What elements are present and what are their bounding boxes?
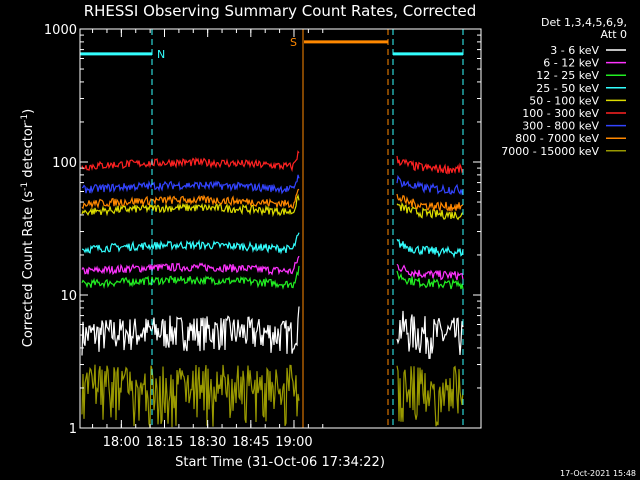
series-line-6-before xyxy=(81,174,300,195)
series-line-8-after xyxy=(396,365,464,427)
legend-label: 6 - 12 keV xyxy=(543,57,599,70)
y-axis-label: Corrected Count Rate (s-1 detector-1) xyxy=(20,109,36,347)
x-axis: 18:00 18:15 18:30 18:45 19:00 xyxy=(92,29,324,450)
x-tick-label: 18:00 xyxy=(103,435,140,450)
series-line-8-before xyxy=(81,364,300,428)
legend-label: 100 - 300 keV xyxy=(522,107,599,120)
y-axis: 1 10 100 1000 xyxy=(44,23,481,437)
series-line-1-before xyxy=(81,255,300,276)
legend-label: 25 - 50 keV xyxy=(536,82,599,95)
series-line-1-after xyxy=(396,263,464,281)
series-line-6-after xyxy=(396,174,464,196)
y-tick-label: 10 xyxy=(60,289,77,304)
series-line-3-before xyxy=(81,232,300,255)
x-tick-label: 18:15 xyxy=(146,435,183,450)
x-tick-label: 18:45 xyxy=(232,435,269,450)
chart-title: RHESSI Observing Summary Count Rates, Co… xyxy=(84,2,477,20)
x-tick-label: 18:30 xyxy=(189,435,226,450)
legend-header-line1: Det 1,3,4,5,6,9, xyxy=(541,16,627,29)
footer-date: 17-Oct-2021 15:48 xyxy=(560,469,636,478)
y-axis-label-sup2: -1 xyxy=(20,114,30,123)
y-axis-label-sup1: -1 xyxy=(20,182,30,191)
x-axis-label: Start Time (31-Oct-06 17:34:22) xyxy=(175,455,385,470)
series-layer xyxy=(81,150,464,428)
series-line-2-after xyxy=(396,270,464,290)
night-flag-label: N xyxy=(157,48,165,61)
series-line-3-after xyxy=(396,238,464,259)
plot-frame xyxy=(79,28,482,429)
series-line-5-after xyxy=(396,155,464,175)
y-tick-label: 100 xyxy=(52,156,77,171)
legend-label: 50 - 100 keV xyxy=(529,94,599,107)
series-line-7-after xyxy=(396,193,464,213)
plot-area: NS xyxy=(80,29,464,428)
legend-header-line2: Att 0 xyxy=(601,28,627,41)
saa-flag-label: S xyxy=(290,36,297,49)
legend-label: 3 - 6 keV xyxy=(550,44,599,57)
legend-label: 300 - 800 keV xyxy=(522,120,599,133)
flag-layer: NS xyxy=(80,29,464,428)
series-line-0-before xyxy=(81,306,300,356)
series-line-2-before xyxy=(81,265,300,290)
y-axis-label-end: ) xyxy=(21,109,36,114)
y-tick-label: 1000 xyxy=(44,23,77,38)
legend-label: 800 - 7000 keV xyxy=(515,132,599,145)
series-line-4-before xyxy=(81,193,300,218)
series-line-5-before xyxy=(81,150,300,173)
series-line-0-after xyxy=(396,310,464,360)
y-axis-label-mid: detector xyxy=(21,122,36,182)
series-line-7-before xyxy=(81,188,300,210)
y-axis-label-main: Corrected Count Rate (s xyxy=(21,191,36,348)
x-tick-label: 19:00 xyxy=(275,435,312,450)
legend-label: 12 - 25 keV xyxy=(536,69,599,82)
y-tick-label: 1 xyxy=(69,422,77,437)
series-line-4-after xyxy=(396,201,464,221)
legend-label: 7000 - 15000 keV xyxy=(501,145,599,158)
